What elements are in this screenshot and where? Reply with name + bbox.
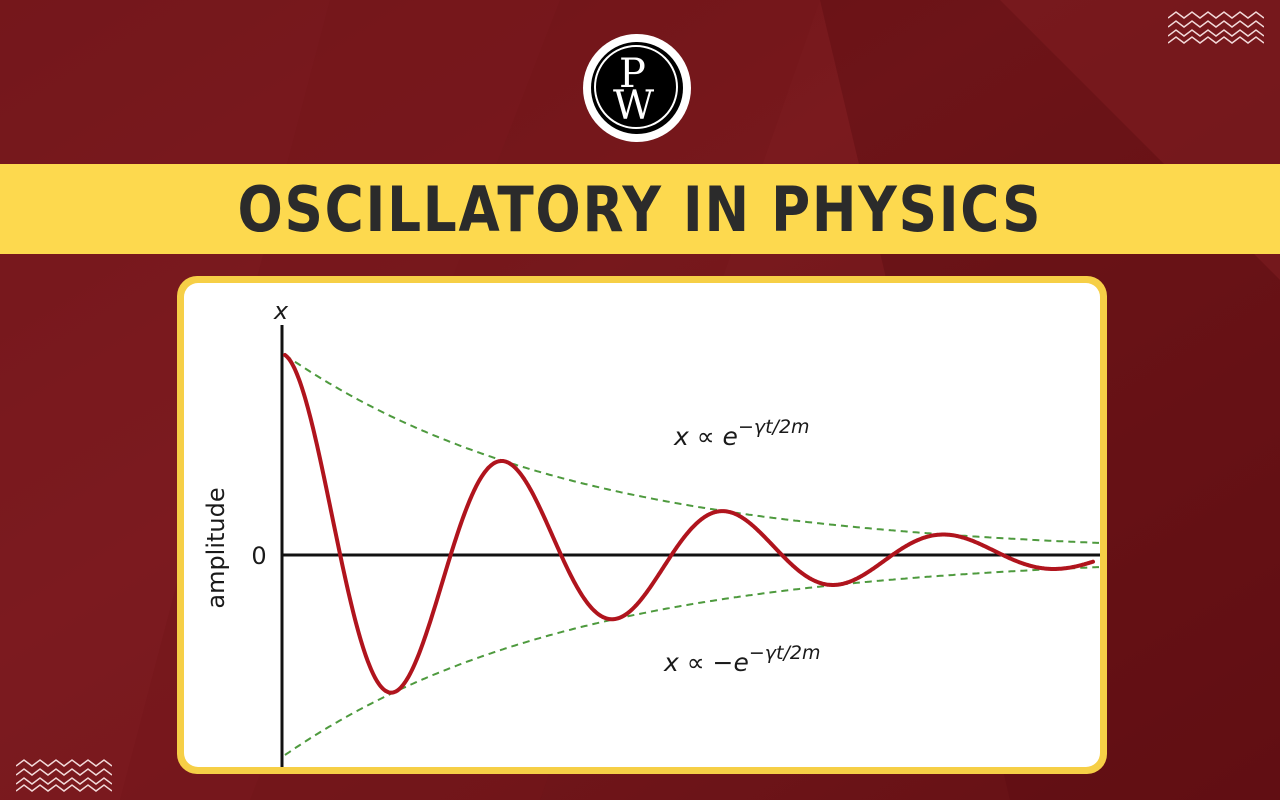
upper-envelope-label-exponent: −γt/2m <box>738 416 810 438</box>
lower-envelope-curve <box>284 566 1099 756</box>
pw-logo-ring <box>594 45 678 129</box>
damped-oscillation-curve <box>283 353 1095 695</box>
pw-logo-badge: P W <box>591 42 683 134</box>
pw-logo-letter-p: P <box>619 51 646 97</box>
pw-logo: P W <box>583 34 691 142</box>
zigzag-decoration-top-right <box>1168 11 1264 44</box>
pw-logo-letter-w: W <box>613 83 655 129</box>
lower-envelope-label-base: x ∝ −e <box>663 648 749 677</box>
upper-envelope-label-base: x ∝ e <box>673 422 738 451</box>
page-title: OSCILLATORY IN PHYSICS <box>237 172 1043 246</box>
damped-oscillation-diagram: x amplitude 0 x ∝ e−γt/2m x ∝ −e−γt/2m <box>202 297 1100 767</box>
lower-envelope-label-exponent: −γt/2m <box>749 642 821 664</box>
amplitude-label: amplitude <box>202 487 230 608</box>
y-axis-label: x <box>273 297 289 325</box>
lower-envelope-label: x ∝ −e−γt/2m <box>663 642 821 677</box>
diagram-card: x amplitude 0 x ∝ e−γt/2m x ∝ −e−γt/2m <box>177 276 1107 774</box>
zigzag-decoration-bottom-left <box>16 759 112 792</box>
diagram-card-inner: x amplitude 0 x ∝ e−γt/2m x ∝ −e−γt/2m <box>184 283 1100 767</box>
upper-envelope-label: x ∝ e−γt/2m <box>673 416 810 451</box>
zero-tick-label: 0 <box>251 542 266 570</box>
title-banner: OSCILLATORY IN PHYSICS <box>0 164 1280 254</box>
